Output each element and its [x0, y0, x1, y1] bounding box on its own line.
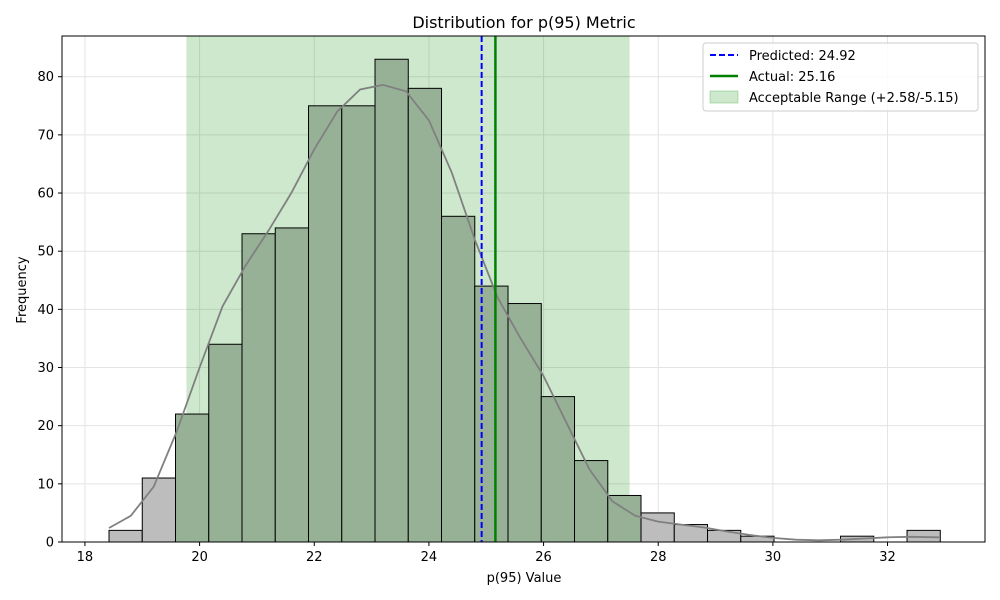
histogram-bar — [441, 215, 476, 543]
x-tick-label: 18 — [77, 550, 94, 565]
histogram-bar — [374, 58, 409, 543]
histogram-bar — [474, 285, 509, 543]
y-tick-label: 40 — [37, 303, 54, 318]
histogram-bars — [108, 58, 941, 543]
histogram-bar — [507, 303, 542, 543]
y-tick-label: 80 — [37, 70, 54, 85]
kde-curve — [108, 83, 940, 542]
legend-actual-label: Actual: 25.16 — [749, 70, 835, 85]
y-axis-label: Frequency — [15, 256, 30, 323]
y-tick-label: 70 — [37, 128, 54, 143]
y-tick-label: 20 — [37, 419, 54, 434]
histogram-bar — [574, 460, 609, 543]
histogram-bar — [607, 494, 642, 543]
histogram-bar — [341, 105, 376, 543]
x-tick-label: 30 — [765, 550, 782, 565]
histogram-bar — [141, 477, 177, 543]
histogram-bar — [407, 87, 443, 543]
x-tick-label: 24 — [421, 550, 438, 565]
y-tick-label: 0 — [46, 536, 54, 551]
y-tick-label: 50 — [37, 245, 54, 260]
x-axis-label: p(95) Value — [487, 571, 562, 586]
kde-layer — [108, 83, 940, 542]
chart-title: Distribution for p(95) Metric — [412, 13, 635, 32]
x-tick-label: 32 — [879, 550, 896, 565]
y-axis-ticks: 0 10 20 30 40 50 60 70 80 — [37, 70, 62, 551]
histogram-bar — [175, 413, 210, 543]
x-tick-label: 26 — [535, 550, 552, 565]
histogram-bar — [540, 396, 576, 543]
y-tick-label: 10 — [37, 477, 54, 492]
histogram-bar — [241, 233, 276, 543]
plot-frame — [61, 35, 986, 543]
legend-predicted-label: Predicted: 24.92 — [749, 49, 856, 64]
histogram-bar — [640, 512, 675, 543]
legend-range-swatch — [709, 90, 739, 104]
y-tick-label: 60 — [37, 187, 54, 202]
legend: Predicted: 24.92 Actual: 25.16 Acceptabl… — [702, 42, 979, 112]
histogram-bar — [108, 529, 143, 543]
x-axis-ticks: 18 20 22 24 26 28 30 32 — [77, 542, 896, 565]
histogram-bar — [308, 105, 343, 543]
legend-range-label: Acceptable Range (+2.58/-5.15) — [749, 91, 959, 106]
histogram-bar — [208, 343, 243, 543]
x-tick-label: 22 — [306, 550, 323, 565]
legend-box — [702, 42, 979, 112]
histogram-bar — [274, 227, 310, 543]
x-tick-label: 28 — [650, 550, 667, 565]
reference-lines — [480, 36, 497, 542]
y-tick-label: 30 — [37, 361, 54, 376]
x-tick-label: 20 — [191, 550, 208, 565]
